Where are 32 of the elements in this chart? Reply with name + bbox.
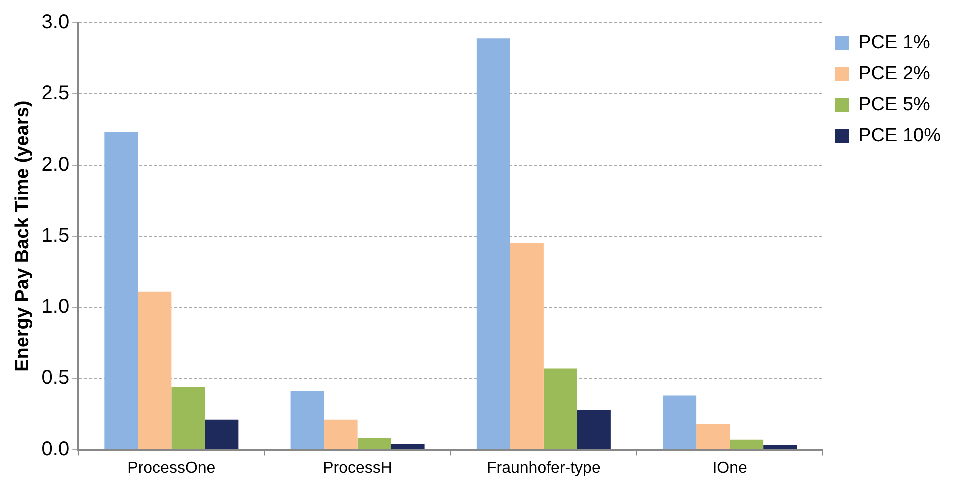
y-tick-label: 1.0 — [42, 296, 70, 318]
y-axis-title: Energy Pay Back Time (years) — [12, 100, 34, 372]
y-tick-label: 0.5 — [42, 367, 70, 390]
bar — [324, 420, 358, 450]
bar — [358, 438, 392, 450]
bar — [764, 446, 798, 450]
bar — [696, 424, 730, 450]
y-tick-label: 2.5 — [42, 82, 70, 105]
bar — [104, 132, 138, 450]
bar — [730, 440, 764, 450]
y-tick-label: 1.5 — [42, 224, 70, 247]
x-tick-label: Fraunhofer-type — [487, 460, 601, 477]
legend-label: PCE 2% — [858, 64, 931, 85]
bar — [172, 387, 206, 450]
legend-label: PCE 10% — [858, 126, 942, 147]
y-tick-label: 0.0 — [42, 438, 70, 460]
bar — [476, 38, 510, 450]
bar — [205, 420, 239, 450]
bar — [510, 244, 544, 450]
bar — [544, 368, 578, 450]
legend-label: PCE 1% — [858, 32, 931, 54]
x-tick-label: ProcessOne — [128, 460, 216, 477]
bar — [290, 391, 324, 450]
bar — [577, 410, 611, 450]
legend-label: PCE 5% — [858, 94, 931, 116]
bar — [663, 396, 697, 450]
x-tick-label: ProcessH — [323, 460, 392, 477]
bar — [391, 444, 425, 450]
y-tick-label: 2.0 — [42, 154, 70, 176]
bar — [138, 292, 172, 450]
x-tick-label: IOne — [712, 460, 748, 477]
y-tick-label: 3.0 — [42, 12, 70, 34]
